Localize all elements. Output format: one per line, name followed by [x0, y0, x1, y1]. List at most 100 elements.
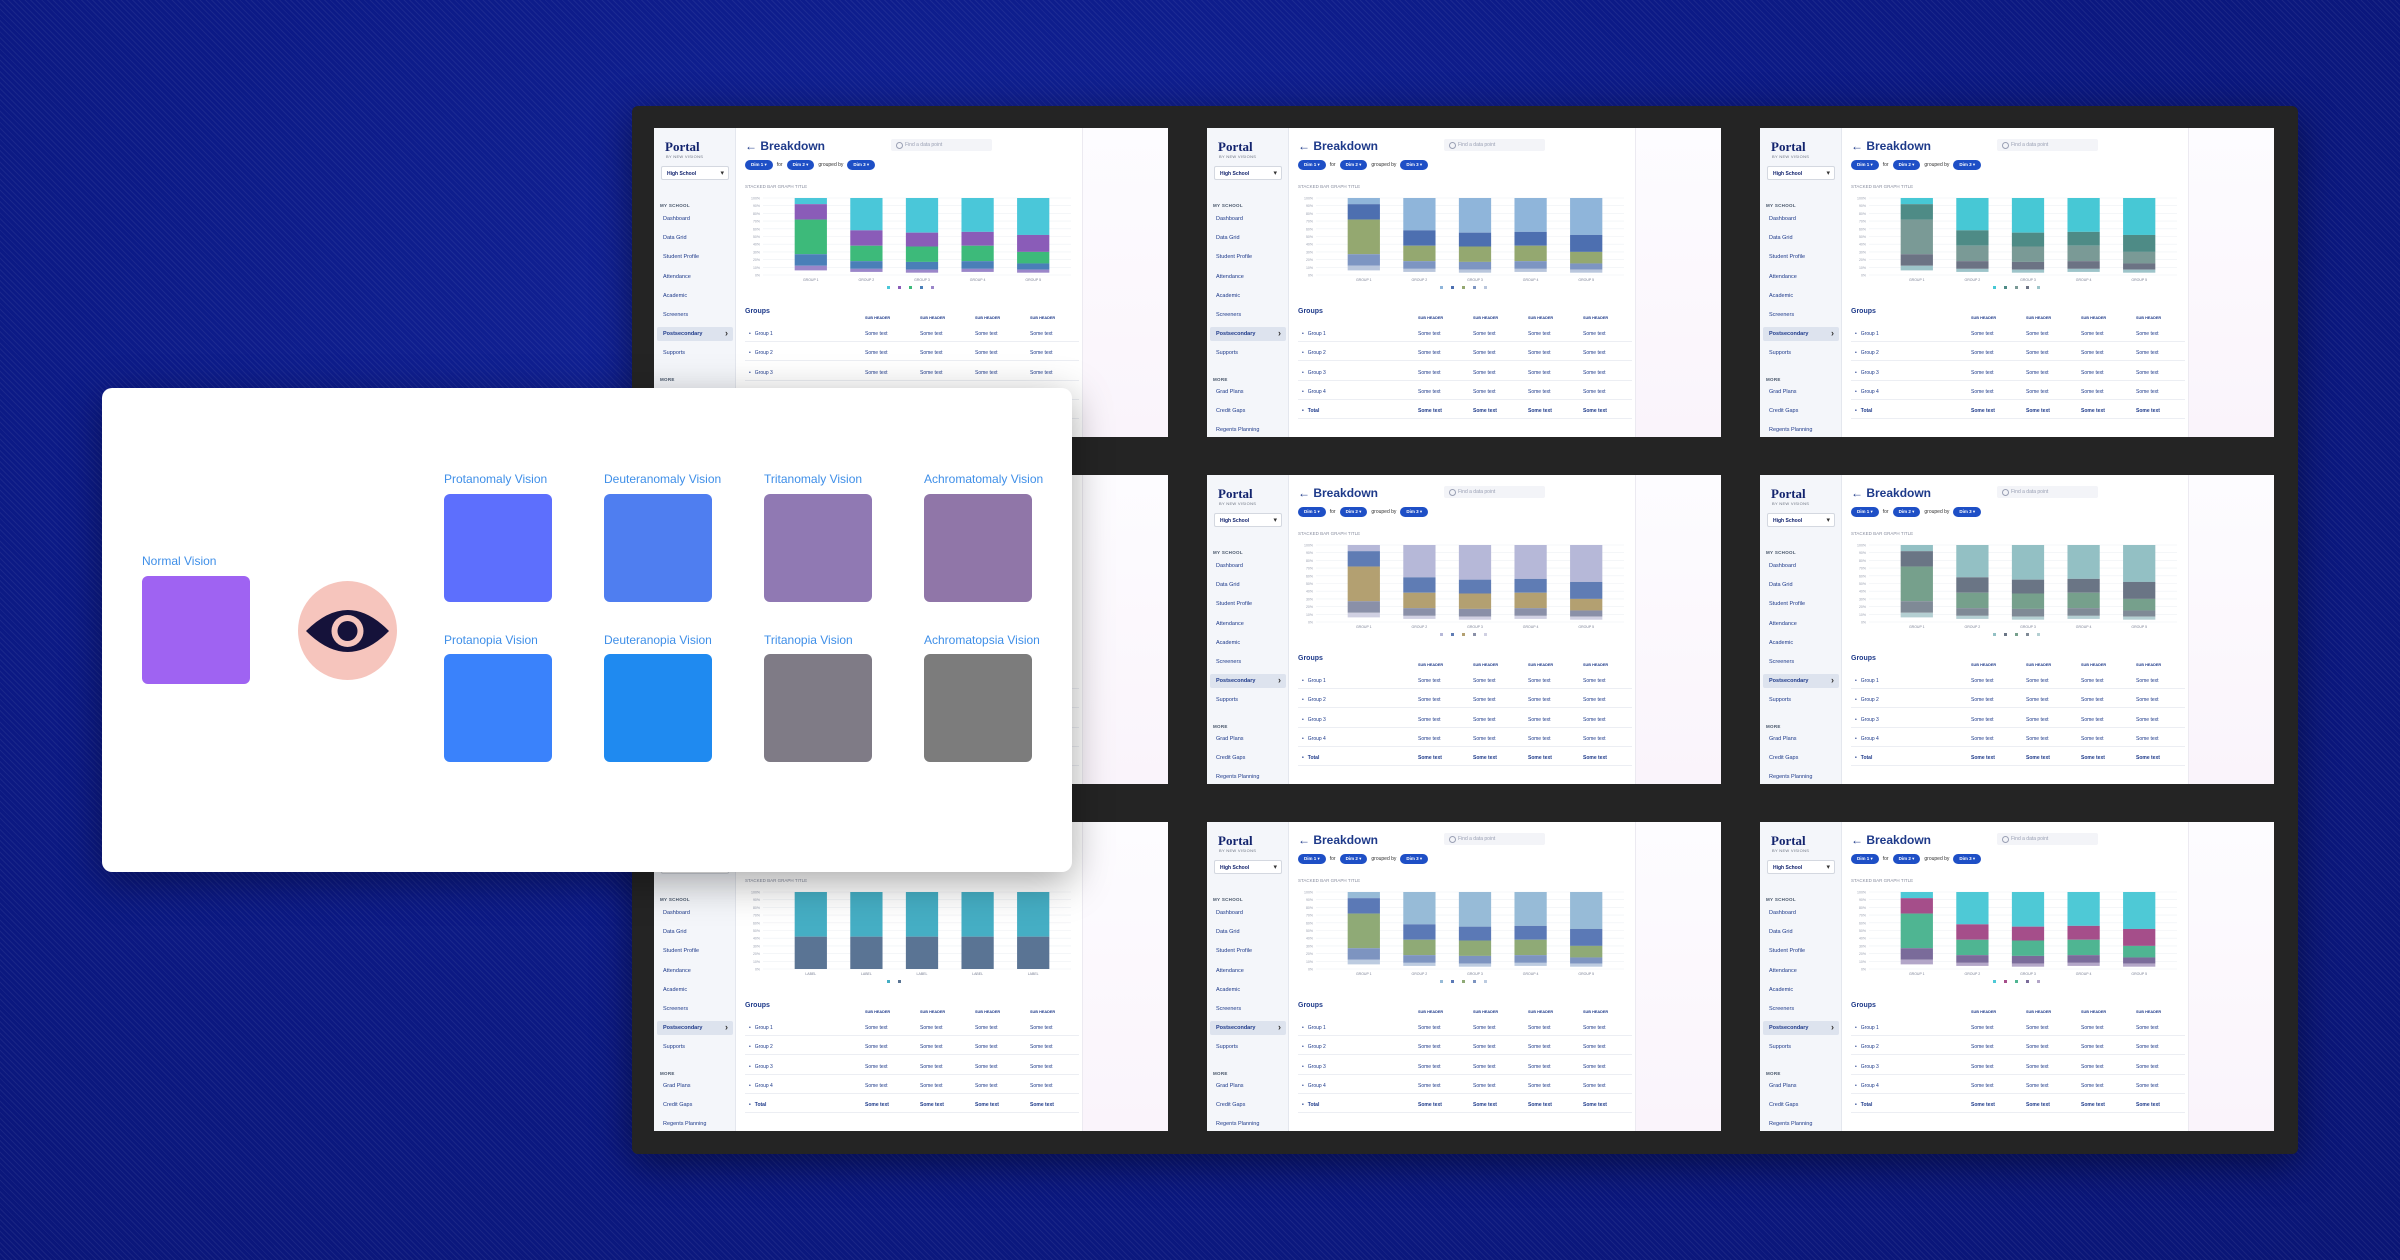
bar-segment[interactable] — [905, 198, 939, 233]
bar-segment[interactable] — [1514, 198, 1547, 232]
sidebar-item-academic[interactable]: Academic — [1769, 639, 1794, 646]
school-select[interactable]: High School — [661, 166, 729, 180]
sidebar-item-student-profile[interactable]: Student Profile — [1769, 254, 1806, 261]
sidebar-item-supports[interactable]: Supports — [663, 1044, 686, 1051]
bar-segment[interactable] — [1017, 263, 1050, 270]
bar-segment[interactable] — [2011, 593, 2045, 609]
dim2-dropdown[interactable]: Dim 2 ▾ — [1339, 506, 1368, 517]
bar-segment[interactable] — [1900, 601, 1933, 613]
bar-segment[interactable] — [1956, 245, 1989, 262]
sidebar-item-student-profile[interactable]: Student Profile — [1216, 948, 1253, 955]
bar-segment[interactable] — [1347, 959, 1380, 965]
dim3-dropdown[interactable]: Dim 3 ▾ — [1953, 506, 1982, 517]
table-row[interactable]: Group 1 Some text Some text Some text Some t… — [1298, 323, 1632, 342]
sidebar-item-dashboard[interactable]: Dashboard — [1216, 910, 1243, 916]
sidebar-item-student-profile[interactable]: Student Profile — [1216, 254, 1253, 261]
table-row[interactable]: Group 3 Some text Some text Some text Some t… — [1851, 1056, 2185, 1075]
sidebar-item-screeners[interactable]: Screeners — [1216, 312, 1242, 318]
table-row[interactable]: Total Some text Some text Some text Some tex… — [1298, 1094, 1632, 1114]
bar-segment[interactable] — [1347, 551, 1380, 567]
sidebar-item-supports[interactable]: Supports — [1216, 350, 1239, 357]
dim3-dropdown[interactable]: Dim 3 ▾ — [847, 159, 876, 170]
bar-segment[interactable] — [1956, 924, 1989, 940]
bar-segment[interactable] — [1403, 924, 1436, 940]
bar-segment[interactable] — [2123, 263, 2156, 270]
sidebar-item-academic[interactable]: Academic — [1769, 292, 1794, 299]
bar-segment[interactable] — [1347, 913, 1380, 949]
bar-segment[interactable] — [1347, 204, 1380, 220]
bar-segment[interactable] — [1956, 608, 1989, 616]
bar-segment[interactable] — [794, 219, 827, 255]
bar-segment[interactable] — [2011, 269, 2045, 273]
sidebar-item-supports[interactable]: Supports — [1769, 697, 1792, 704]
dim2-dropdown[interactable]: Dim 2 ▾ — [1892, 506, 1921, 517]
sidebar-item-grad-plans[interactable]: Grad Plans — [1769, 389, 1797, 395]
bar-segment[interactable] — [1514, 268, 1547, 272]
bar-segment[interactable] — [794, 198, 827, 205]
bar-segment[interactable] — [794, 254, 827, 266]
search-input[interactable]: Find a data point — [1444, 833, 1545, 845]
bar-segment[interactable] — [850, 198, 883, 231]
bar-segment[interactable] — [2067, 545, 2100, 579]
search-input[interactable]: Find a data point — [1997, 833, 2098, 845]
bar-segment[interactable] — [1514, 245, 1547, 262]
sidebar-item-credit-gaps[interactable]: Credit Gaps — [1769, 755, 1799, 762]
bar-segment[interactable] — [1900, 612, 1933, 618]
bar-segment[interactable] — [1570, 963, 1603, 967]
bar-segment[interactable] — [1458, 545, 1492, 580]
bar-segment[interactable] — [794, 204, 827, 220]
table-row[interactable]: Group 2 Some text Some text Some text Some t… — [745, 1036, 1079, 1056]
bar-segment[interactable] — [1458, 261, 1492, 270]
sidebar-item-academic[interactable]: Academic — [1769, 986, 1794, 993]
sidebar-item-student-profile[interactable]: Student Profile — [1216, 601, 1253, 608]
bar-segment[interactable] — [1347, 198, 1380, 205]
sidebar-item-regents-planning[interactable]: Regents Planning — [663, 1121, 707, 1128]
sidebar-item-credit-gaps[interactable]: Credit Gaps — [1216, 755, 1246, 762]
bar-segment[interactable] — [2123, 963, 2156, 967]
dim3-dropdown[interactable]: Dim 3 ▾ — [1953, 853, 1982, 864]
bar-segment[interactable] — [1458, 616, 1492, 620]
sidebar-item-postsecondary[interactable]: Postsecondary — [657, 327, 733, 342]
bar-segment[interactable] — [1458, 926, 1492, 941]
table-row[interactable]: Group 2 Some text Some text Some text Some t… — [1298, 342, 1632, 362]
sidebar-item-credit-gaps[interactable]: Credit Gaps — [1216, 1102, 1246, 1109]
bar-segment[interactable] — [1458, 269, 1492, 273]
bar-segment[interactable] — [794, 892, 827, 937]
search-input[interactable]: Find a data point — [1444, 486, 1545, 498]
bar-segment[interactable] — [1570, 616, 1603, 620]
bar-segment[interactable] — [961, 261, 994, 269]
bar-segment[interactable] — [1514, 231, 1547, 246]
bar-segment[interactable] — [2067, 261, 2100, 269]
bar-segment[interactable] — [2123, 616, 2156, 620]
bar-segment[interactable] — [2123, 234, 2156, 252]
bar-segment[interactable] — [2123, 545, 2156, 582]
sidebar-item-grad-plans[interactable]: Grad Plans — [1216, 736, 1244, 742]
bar-segment[interactable] — [2011, 246, 2045, 262]
dim2-dropdown[interactable]: Dim 2 ▾ — [1339, 159, 1368, 170]
bar-segment[interactable] — [2123, 269, 2156, 273]
bar-segment[interactable] — [1956, 545, 1989, 578]
table-row[interactable]: Group 1 Some text Some text Some text Some t… — [745, 1017, 1079, 1036]
bar-segment[interactable] — [2011, 963, 2045, 967]
bar-segment[interactable] — [905, 261, 939, 270]
bar-segment[interactable] — [1403, 245, 1436, 262]
bar-segment[interactable] — [2067, 925, 2100, 940]
bar-segment[interactable] — [905, 892, 939, 937]
bar-segment[interactable] — [1570, 892, 1603, 929]
bar-segment[interactable] — [1956, 939, 1989, 956]
bar-segment[interactable] — [1403, 939, 1436, 956]
dim1-dropdown[interactable]: Dim 1 ▾ — [1298, 506, 1326, 517]
sidebar-item-data-grid[interactable]: Data Grid — [1216, 582, 1240, 589]
sidebar-item-data-grid[interactable]: Data Grid — [1769, 929, 1793, 936]
bar-segment[interactable] — [850, 230, 883, 246]
sidebar-item-supports[interactable]: Supports — [663, 350, 686, 357]
bar-segment[interactable] — [1900, 948, 1933, 960]
table-row[interactable]: Group 1 Some text Some text Some text Some t… — [1851, 1017, 2185, 1036]
table-row[interactable]: Group 2 Some text Some text Some text Some t… — [1851, 1036, 2185, 1056]
bar-segment[interactable] — [1458, 892, 1492, 927]
bar-segment[interactable] — [1017, 269, 1050, 273]
bar-segment[interactable] — [1458, 198, 1492, 233]
dim2-dropdown[interactable]: Dim 2 ▾ — [1892, 853, 1921, 864]
bar-segment[interactable] — [1900, 898, 1933, 914]
sidebar-item-dashboard[interactable]: Dashboard — [1769, 216, 1796, 222]
